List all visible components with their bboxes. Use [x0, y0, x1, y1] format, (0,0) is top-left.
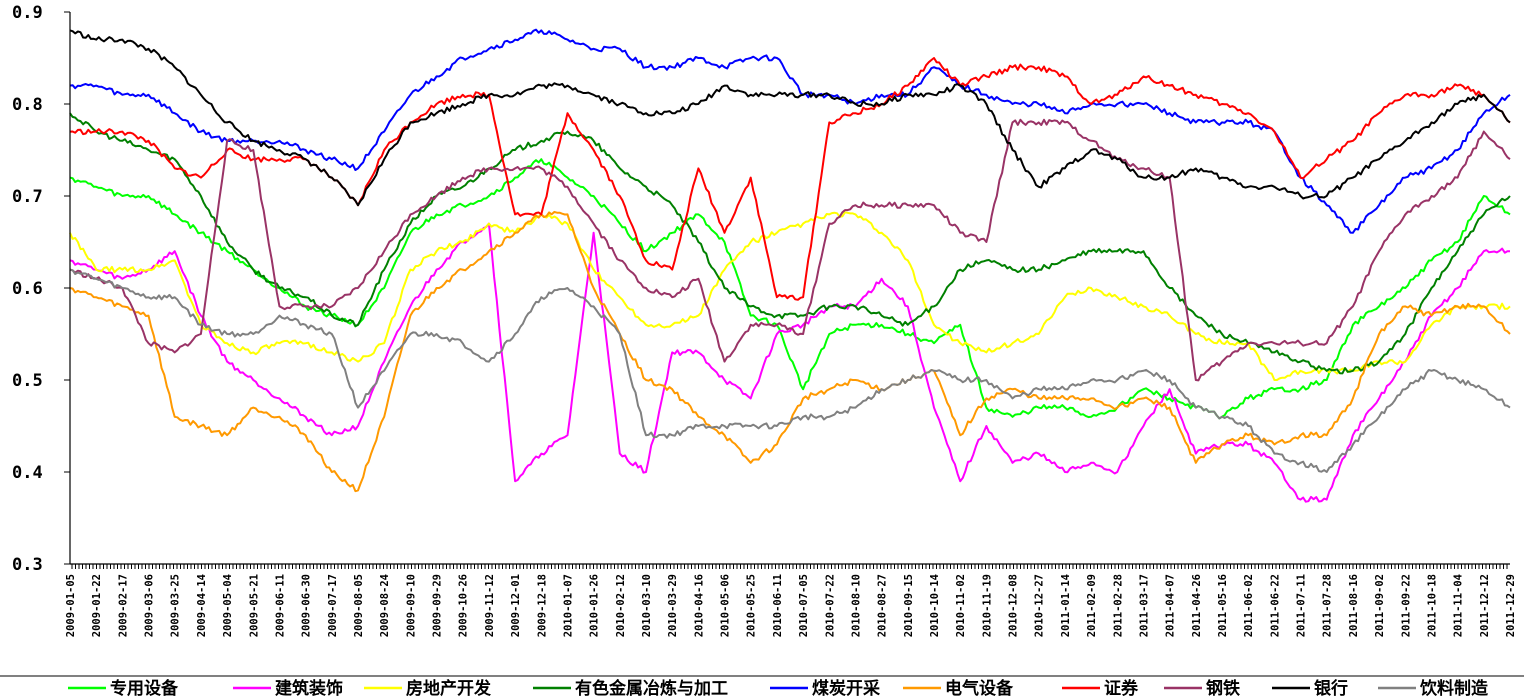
y-axis-labels: 0.3 0.4 0.5 0.6 0.7 0.8 0.9: [12, 3, 43, 575]
x-tick-label: 2010-01-26: [589, 574, 601, 637]
x-tick-label: 2010-11-02: [955, 574, 967, 637]
y-tick-label: 0.4: [12, 463, 43, 483]
series-line: [69, 211, 1511, 381]
x-axis-labels: 2009-01-05 2009-01-22 2009-02-17 2009-03-06…: [65, 574, 1517, 637]
legend-label: 专用设备: [110, 678, 179, 699]
x-tick-label: 2011-07-28: [1322, 574, 1334, 637]
x-tick-label: 2009-03-06: [144, 574, 156, 637]
x-tick-label: 2009-11-12: [484, 574, 496, 637]
x-tick-label: 2010-10-14: [929, 574, 941, 637]
x-tick-label: 2010-12-08: [1008, 574, 1020, 637]
series-line: [69, 268, 1511, 473]
x-tick-label: 2010-03-10: [641, 574, 653, 637]
x-tick-label: 2011-10-18: [1426, 574, 1438, 637]
y-tick-label: 0.9: [12, 3, 43, 23]
x-tick-label: 2010-04-16: [693, 574, 705, 637]
x-tick-label: 2010-03-29: [667, 574, 679, 637]
legend-label: 房地产开发: [406, 678, 492, 699]
x-tick-label: 2009-07-17: [327, 574, 339, 637]
y-axis-ticks: [64, 11, 70, 565]
x-tick-label: 2009-04-14: [196, 574, 208, 637]
x-tick-label: 2010-12-27: [1034, 574, 1046, 637]
x-tick-label: 2009-12-01: [510, 574, 522, 637]
series-line: [69, 118, 1511, 382]
x-tick-label: 2009-02-17: [117, 574, 129, 637]
x-tick-label: 2011-02-09: [1086, 574, 1098, 637]
legend-label: 有色金属冶炼与加工: [575, 678, 728, 699]
x-tick-label: 2011-08-16: [1348, 574, 1360, 637]
x-tick-label: 2009-08-24: [379, 574, 391, 637]
series-lines: [69, 28, 1511, 503]
legend: 专用设备 建筑装饰 房地产开发 有色金属冶炼与加工 煤炭开采 电气设备 证券 钢铁 银行 饮料制造: [68, 678, 1489, 699]
x-tick-label: 2010-08-27: [877, 574, 889, 637]
x-tick-label: 2009-12-18: [536, 574, 548, 637]
legend-label: 证券: [1104, 678, 1139, 699]
x-tick-label: 2011-04-07: [1165, 574, 1177, 637]
x-tick-label: 2011-06-02: [1243, 574, 1255, 637]
x-tick-label: 2009-08-05: [353, 574, 365, 637]
x-tick-label: 2011-12-29: [1505, 574, 1517, 637]
series-line: [69, 29, 1511, 207]
x-tick-label: 2010-07-22: [824, 574, 836, 637]
x-tick-label: 2009-05-21: [248, 574, 260, 637]
y-tick-label: 0.6: [12, 279, 43, 299]
x-tick-label: 2009-01-05: [65, 574, 77, 637]
x-tick-label: 2010-11-19: [981, 574, 993, 637]
y-tick-label: 0.5: [12, 371, 43, 391]
x-tick-label: 2010-08-10: [850, 574, 862, 637]
x-tick-label: 2011-09-02: [1374, 574, 1386, 637]
x-tick-label: 2009-03-25: [170, 574, 182, 637]
x-tick-label: 2010-01-07: [562, 574, 574, 637]
x-tick-label: 2009-01-22: [91, 574, 103, 637]
legend-label: 钢铁: [1206, 678, 1240, 699]
x-tick-label: 2011-07-11: [1296, 574, 1308, 637]
x-tick-label: 2009-06-11: [274, 574, 286, 637]
series-line: [69, 112, 1511, 375]
x-tick-label: 2009-09-10: [405, 574, 417, 637]
x-tick-label: 2009-06-30: [301, 574, 313, 637]
series-line: [69, 222, 1510, 503]
legend-label: 煤炭开采: [812, 678, 880, 699]
x-tick-label: 2011-05-16: [1217, 574, 1229, 637]
x-tick-label: 2010-05-06: [720, 574, 732, 637]
y-tick-label: 0.8: [12, 95, 43, 115]
x-tick-label: 2011-09-22: [1400, 574, 1412, 637]
x-tick-label: 2011-01-14: [1060, 574, 1072, 637]
legend-label: 饮料制造: [1419, 678, 1489, 699]
x-tick-label: 2010-02-12: [615, 574, 627, 637]
x-tick-label: 2009-10-26: [458, 574, 470, 637]
x-tick-label: 2011-12-12: [1479, 574, 1491, 637]
x-axis-ticks: [71, 564, 1508, 569]
x-tick-label: 2009-09-29: [432, 574, 444, 637]
x-tick-label: 2011-06-22: [1269, 574, 1281, 637]
y-tick-label: 0.3: [12, 555, 43, 575]
x-tick-label: 2011-11-04: [1453, 574, 1465, 637]
legend-label: 建筑装饰: [275, 678, 343, 699]
x-tick-label: 2010-07-05: [798, 574, 810, 637]
x-tick-label: 2010-09-15: [903, 574, 915, 637]
legend-label: 电气设备: [945, 678, 1014, 699]
x-tick-label: 2011-04-26: [1191, 574, 1203, 637]
y-tick-label: 0.7: [12, 187, 43, 207]
x-tick-label: 2010-06-11: [772, 574, 784, 637]
x-tick-label: 2011-02-28: [1112, 574, 1124, 637]
x-tick-label: 2010-05-25: [746, 574, 758, 637]
x-tick-label: 2011-03-17: [1138, 574, 1150, 637]
legend-label: 银行: [1314, 678, 1348, 699]
x-tick-label: 2009-05-04: [222, 574, 234, 637]
